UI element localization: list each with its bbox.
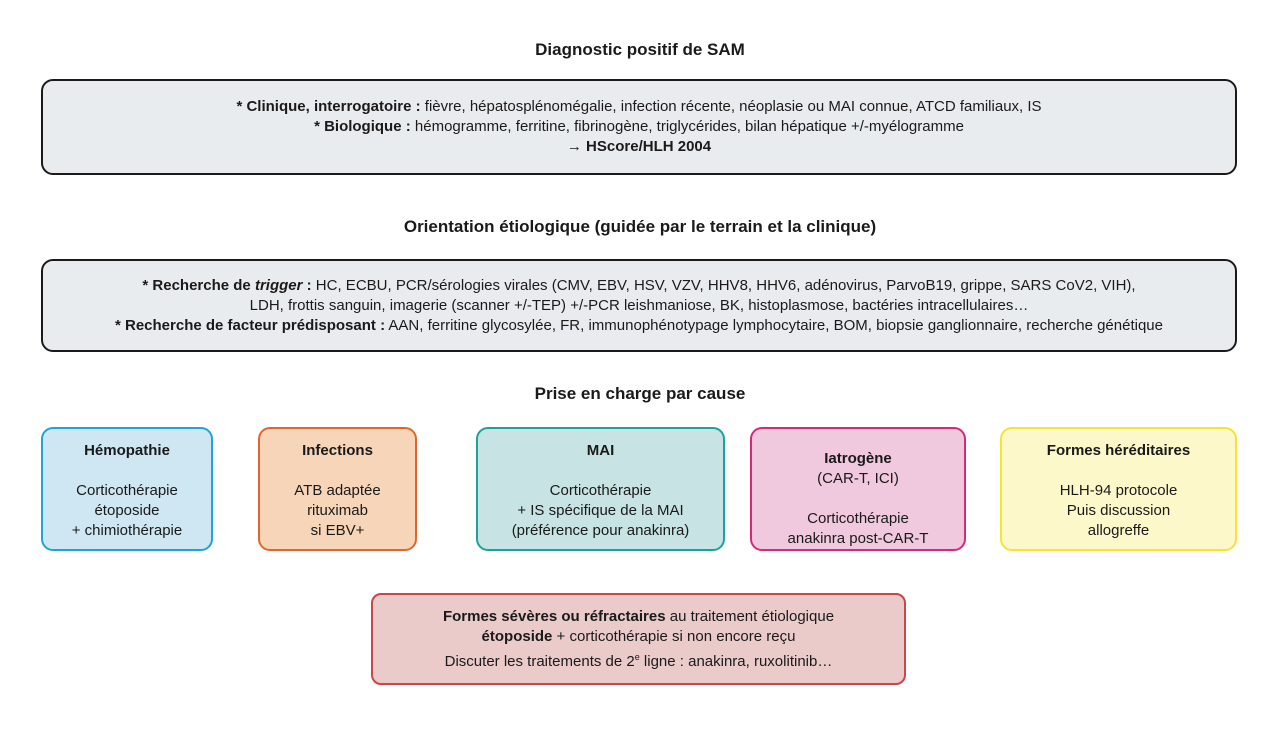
text: + corticothérapie si non encore reçu (552, 627, 796, 645)
text: Discuter les traitements de 2 (444, 652, 635, 670)
cause-line: étoposide (94, 502, 160, 519)
cause-title: Infections (302, 442, 373, 459)
text: ligne : anakinra, ruxolitinib… (639, 652, 833, 670)
cause-line: + chimiothérapie (71, 522, 183, 539)
etiology-trigger-line: * Recherche de trigger : HC, ECBU, PCR/s… (43, 276, 1235, 296)
label: * Recherche de facteur prédisposant : (114, 316, 386, 334)
cause-line: (préférence pour anakinra) (511, 522, 690, 539)
section-title-management: Prise en charge par cause (534, 384, 746, 403)
cause-title: MAI (586, 442, 615, 459)
severe-forms-box: Formes sévères ou réfractaires au traite… (371, 593, 906, 685)
label: * Recherche de trigger : (142, 277, 311, 294)
cause-line: Corticothérapie (807, 510, 909, 527)
cause-line: HLH-94 protocole (1059, 482, 1178, 499)
cause-box-1: Infections ATB adaptée rituximab si EBV+ (258, 427, 417, 551)
cause-box-4: Formes héréditaires HLH-94 protocole Puis … (1000, 427, 1237, 551)
diagnostic-score-line: → HScore/HLH 2004 (43, 137, 1235, 157)
cause-line: ATB adaptée (294, 482, 381, 499)
label-colon: : (302, 276, 312, 294)
text: HC, ECBU, PCR/sérologies virales (CMV, E… (311, 276, 1136, 294)
cause-title: Iatrogène (824, 450, 892, 467)
cause-line: Puis discussion (1066, 502, 1171, 519)
severe-line-1: Formes sévères ou réfractaires au traite… (373, 607, 904, 627)
cause-line: + IS spécifique de la MAI (517, 502, 684, 519)
label-start: * Recherche de (142, 276, 255, 294)
cause-line: Corticothérapie (76, 482, 178, 499)
diagnostic-clinical-line: * Clinique, interrogatoire : fièvre, hép… (43, 97, 1235, 117)
label: étoposide (481, 627, 553, 645)
cause-subtitle: (CAR-T, ICI) (817, 470, 899, 487)
label: * Biologique : (314, 118, 411, 135)
cause-line: allogreffe (1087, 522, 1150, 539)
cause-box-2: MAI Corticothérapie + IS spécifique de la … (476, 427, 725, 551)
label: HScore/HLH 2004 (586, 138, 712, 155)
text: au traitement étiologique (665, 607, 835, 625)
label-italic: trigger (254, 276, 303, 294)
cause-line: rituximab (307, 502, 368, 519)
cause-line: anakinra post-CAR-T (787, 530, 929, 547)
cause-box-3: Iatrogène (CAR-T, ICI) Corticothérapie anak… (750, 427, 966, 551)
cause-title: Formes héréditaires (1046, 442, 1191, 459)
superscript: e (634, 651, 640, 662)
etiology-box: * Recherche de trigger : HC, ECBU, PCR/s… (41, 259, 1237, 352)
cause-line: si EBV+ (310, 522, 365, 539)
cause-box-0: Hémopathie Corticothérapie étoposide + chim… (41, 427, 213, 551)
severe-line-2: étoposide + corticothérapie si non encor… (373, 627, 904, 647)
text: fièvre, hépatosplénomégalie, infection r… (420, 98, 1042, 115)
cause-line: Corticothérapie (549, 482, 652, 499)
section-title-diagnostic: Diagnostic positif de SAM (535, 40, 745, 59)
etiology-predisposing-line: * Recherche de facteur prédisposant : AA… (43, 316, 1235, 336)
cause-title: Hémopathie (84, 442, 170, 459)
etiology-trigger-line-2: LDH, frottis sanguin, imagerie (scanner … (249, 296, 1029, 314)
label: * Clinique, interrogatoire : (236, 98, 421, 115)
text: AAN, ferritine glycosylée, FR, immunophé… (385, 316, 1163, 334)
diagnostic-biological-line: * Biologique : hémogramme, ferritine, fi… (43, 117, 1235, 137)
arrow-icon: → (566, 138, 587, 155)
diagnostic-box: * Clinique, interrogatoire : fièvre, hép… (41, 79, 1237, 175)
label: Formes sévères ou réfractaires (442, 607, 666, 625)
text: hémogramme, ferritine, fibrinogène, trig… (410, 118, 964, 135)
section-title-etiology: Orientation étiologique (guidée par le t… (403, 217, 877, 236)
severe-line-3: Discuter les traitements de 2e ligne : a… (373, 647, 904, 672)
